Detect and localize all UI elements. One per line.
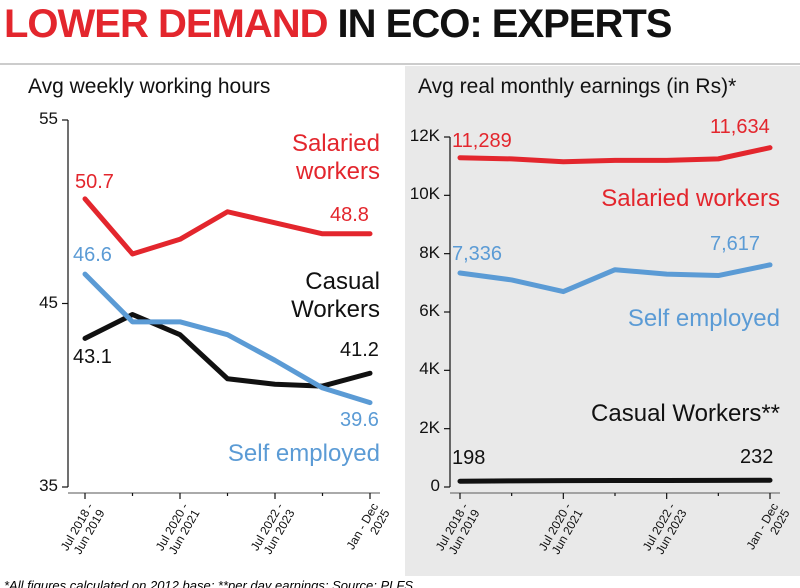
series-line [82, 312, 373, 389]
data-label: 11,289 [452, 129, 512, 152]
data-label: 11,634 [710, 115, 770, 138]
series-label: Self employed [227, 440, 380, 467]
series-line [82, 196, 373, 257]
data-label: 50.7 [75, 170, 114, 193]
data-label: 43.1 [73, 346, 112, 369]
series-label: Self employed [627, 305, 780, 332]
data-label: 39.6 [340, 408, 379, 431]
y-tick-label: 8K [419, 242, 440, 262]
series-line [457, 262, 773, 295]
data-label: 48.8 [330, 203, 369, 226]
y-tick-label: 6K [419, 301, 440, 320]
series-line [457, 145, 773, 165]
data-label: 7,617 [710, 232, 761, 255]
series-label: Casual Workers** [591, 400, 780, 427]
y-tick-label: 55 [39, 109, 58, 128]
y-axis-title: Avg weekly working hours [28, 75, 271, 98]
y-tick-label: 4K [419, 359, 440, 379]
footnote: *All figures calculated on 2012 base; **… [4, 578, 414, 588]
series-label: Casual Workers [291, 268, 380, 323]
y-tick-label: 2K [419, 417, 440, 437]
y-tick-label: 45 [39, 292, 58, 312]
series-label: Salaried workers [601, 185, 780, 212]
y-tick-label: 35 [39, 476, 58, 495]
panel-background [405, 66, 800, 576]
data-label: 7,336 [452, 243, 503, 266]
y-tick-label: 10K [409, 184, 440, 204]
data-label: 41.2 [340, 339, 379, 362]
y-tick-label: 12K [409, 126, 440, 145]
y-axis-title: Avg real monthly earnings (in Rs)* [418, 75, 737, 98]
data-label: 46.6 [73, 244, 112, 267]
y-tick-label: 0 [430, 476, 440, 495]
series-label: Salaried workers [291, 130, 380, 185]
title: LOWER DEMAND IN ECO: EXPERTS [4, 2, 681, 47]
data-label: 198 [452, 447, 486, 470]
series-line [457, 477, 773, 484]
title-black: IN ECO: EXPERTS [337, 2, 673, 46]
title-red: LOWER DEMAND [4, 2, 329, 46]
data-label: 232 [740, 446, 774, 469]
series-line [82, 271, 373, 406]
